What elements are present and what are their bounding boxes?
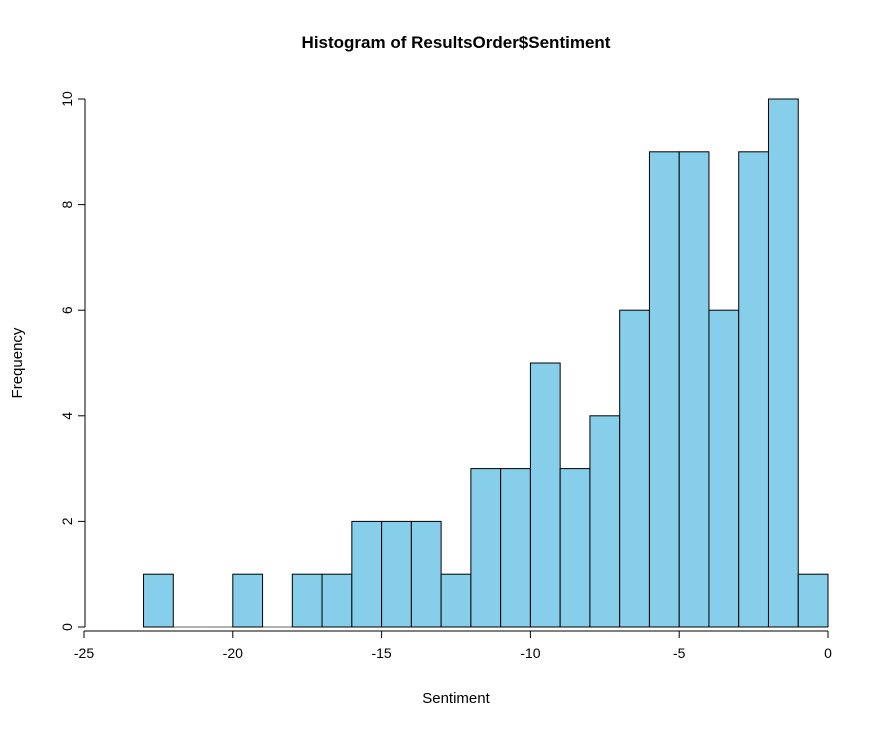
histogram-bar — [440, 573, 472, 628]
y-axis-label: Frequency — [9, 327, 26, 398]
histogram-bar — [648, 151, 680, 628]
y-tick-label: 10 — [59, 91, 75, 107]
y-tick-label: 8 — [59, 200, 75, 208]
histogram-bar — [291, 573, 323, 628]
histogram-bar — [470, 468, 502, 628]
histogram-bar — [143, 573, 174, 628]
x-tick-label: -10 — [520, 645, 540, 661]
histogram-bar — [589, 415, 621, 628]
x-tick-label: 0 — [824, 645, 832, 661]
histogram-bar — [559, 468, 591, 628]
histogram-bar — [321, 573, 353, 628]
histogram-bar — [381, 520, 412, 628]
y-tick-label: 6 — [59, 306, 75, 314]
histogram-bar — [410, 520, 442, 628]
histogram-bar — [767, 98, 799, 628]
x-tick-label: -15 — [371, 645, 391, 661]
x-tick-label: -5 — [673, 645, 686, 661]
histogram-bar — [619, 309, 650, 628]
x-tick-label: -20 — [223, 645, 243, 661]
histogram-bar — [797, 573, 829, 628]
histogram-bar — [351, 520, 383, 628]
histogram-bar — [708, 309, 740, 628]
histogram-bar — [738, 151, 769, 628]
chart-title: Histogram of ResultsOrder$Sentiment — [302, 33, 611, 52]
histogram-bar — [500, 468, 531, 628]
x-tick-label: -25 — [74, 645, 94, 661]
bars-group — [143, 98, 829, 628]
y-tick-label: 0 — [59, 623, 75, 631]
histogram-bar — [678, 151, 710, 628]
x-axis-label: Sentiment — [422, 690, 490, 707]
y-tick-label: 4 — [59, 412, 75, 420]
axes-group: -25 -20 -15 -10 -5 0 0 2 4 6 8 10 — [59, 91, 832, 661]
histogram-bar — [232, 573, 264, 628]
histogram-bar — [529, 362, 561, 628]
y-tick-label: 2 — [59, 517, 75, 525]
